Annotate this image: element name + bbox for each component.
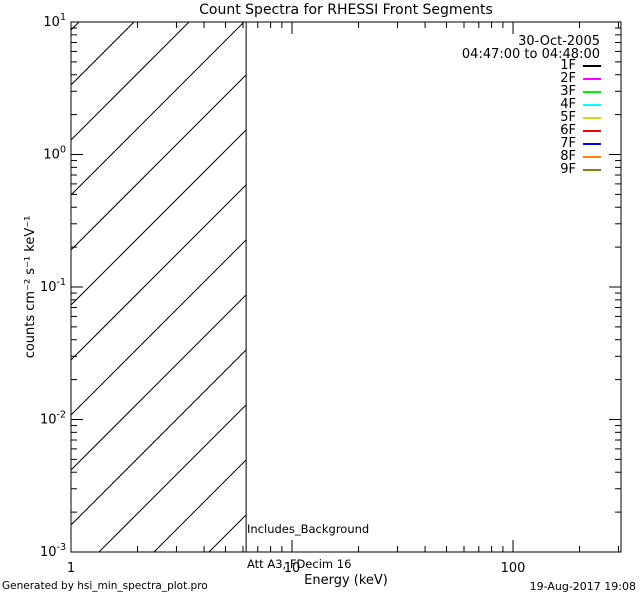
plot-frame <box>70 21 622 553</box>
y-axis-title: counts cm⁻² s⁻¹ keV⁻¹ <box>23 216 38 359</box>
x-tick-label: 10 <box>284 561 301 576</box>
hatch-region <box>71 22 247 552</box>
y-tick-label: 10-1 <box>40 277 66 295</box>
x-axis-title: Energy (keV) <box>304 573 388 588</box>
annotation-attenuator: Att A3, FDecim 16 <box>247 556 352 571</box>
y-tick-label: 10-3 <box>40 542 66 560</box>
x-tick-label: 1 <box>67 561 75 576</box>
plot-annotation: Includes_Background Att A3, FDecim 16 <box>247 501 369 593</box>
y-axis-ticks: 101 100 10-1 10-2 10-3 <box>40 12 621 560</box>
footer-timestamp: 19-Aug-2017 19:08 <box>529 580 636 593</box>
y-tick-label: 10-2 <box>40 410 66 428</box>
y-tick-label: 101 <box>43 12 66 30</box>
annotation-background: Includes_Background <box>247 522 370 536</box>
y-tick-label: 100 <box>43 145 66 163</box>
x-tick-label: 100 <box>501 561 526 576</box>
x-axis-ticks: 1 10 100 <box>67 22 619 576</box>
chart-title: Count Spectra for RHESSI Front Segments <box>199 2 493 18</box>
footer-generated-by: Generated by hsi_min_spectra_plot.pro <box>2 580 208 592</box>
